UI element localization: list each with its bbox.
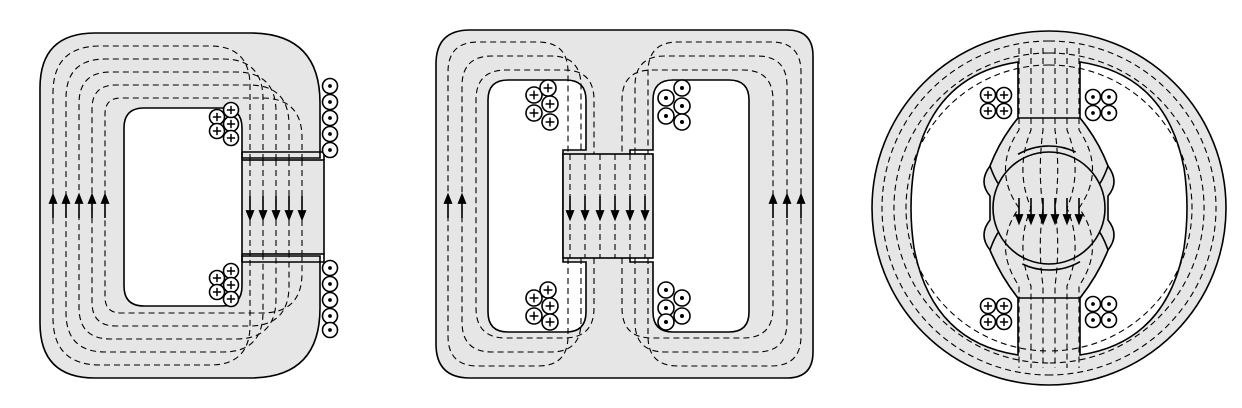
flux-line [447,41,569,367]
plus-icon [979,297,997,315]
c-core-windings [208,77,339,339]
plus-icon [525,289,543,307]
dot-icon [673,79,691,97]
shell-right-window [629,79,750,333]
flux-line [475,69,595,339]
dot-icon [321,93,339,111]
plus-icon [539,79,557,97]
flux-line [905,64,1050,352]
plus-icon [208,283,226,301]
dot-icon [657,281,675,299]
plus-icon [525,307,543,325]
flux-line [1048,40,1217,376]
plus-icon [541,297,559,315]
dot-icon [1100,88,1118,106]
air-gap-edges [242,151,324,263]
shell-core-windings [525,79,691,331]
plus-icon [979,86,997,104]
plus-icon [222,101,240,119]
plus-icon [222,129,240,147]
dot-icon [1100,311,1118,329]
c-core-gap-piece [241,159,325,255]
plus-icon [979,102,997,120]
c-core-panel [39,32,339,379]
dot-icon [321,77,339,95]
plus-icon [995,86,1013,104]
flux-line [1048,64,1193,352]
dot-icon [321,275,339,293]
flux-line [881,40,1050,376]
flux-line [91,84,290,327]
dot-icon [1084,88,1102,106]
rotor [992,151,1106,265]
round-core-windings [979,86,1118,331]
plus-icon [525,86,543,104]
plus-icon [222,262,240,280]
dot-icon [1084,295,1102,313]
plus-icon [995,102,1013,120]
plus-icon [541,95,559,113]
round-core-flux-lines [881,40,1217,376]
plus-icon [208,108,226,126]
flux-line [52,45,251,366]
plus-icon [995,313,1013,331]
dot-icon [321,259,339,277]
plus-icon [541,113,559,131]
plus-icon [222,290,240,308]
round-core-left-window [910,61,1019,356]
plus-icon [525,104,543,122]
shell-core-flux-lines [443,41,806,367]
plus-icon [222,115,240,133]
dot-icon [321,125,339,143]
plus-icon [208,122,226,140]
dot-icon [1100,295,1118,313]
dot-icon [673,113,691,131]
dot-icon [321,307,339,325]
dot-icon [673,97,691,115]
dot-icon [673,289,691,307]
dot-icon [1084,311,1102,329]
shell-core-panel [435,29,814,379]
plus-icon [541,313,559,331]
dot-icon [321,321,339,339]
dot-icon [657,313,675,331]
flux-line [647,41,802,367]
plus-icon [995,297,1013,315]
flux-line [893,52,1050,364]
flux-line [1048,52,1205,364]
round-core-panel [871,30,1227,386]
plus-icon [979,313,997,331]
dot-icon [673,307,691,325]
round-core-right-window [1079,61,1188,356]
dot-icon [657,107,675,125]
shell-center-gap-piece [562,153,654,259]
dot-icon [1100,104,1118,122]
dot-icon [657,89,675,107]
shell-left-window [487,79,587,333]
dot-icon [321,141,339,159]
plus-icon [208,269,226,287]
dot-icon [321,291,339,309]
c-core-flux-lines [48,45,307,366]
plus-icon [222,276,240,294]
dot-icon [321,109,339,127]
dot-icon [1084,104,1102,122]
